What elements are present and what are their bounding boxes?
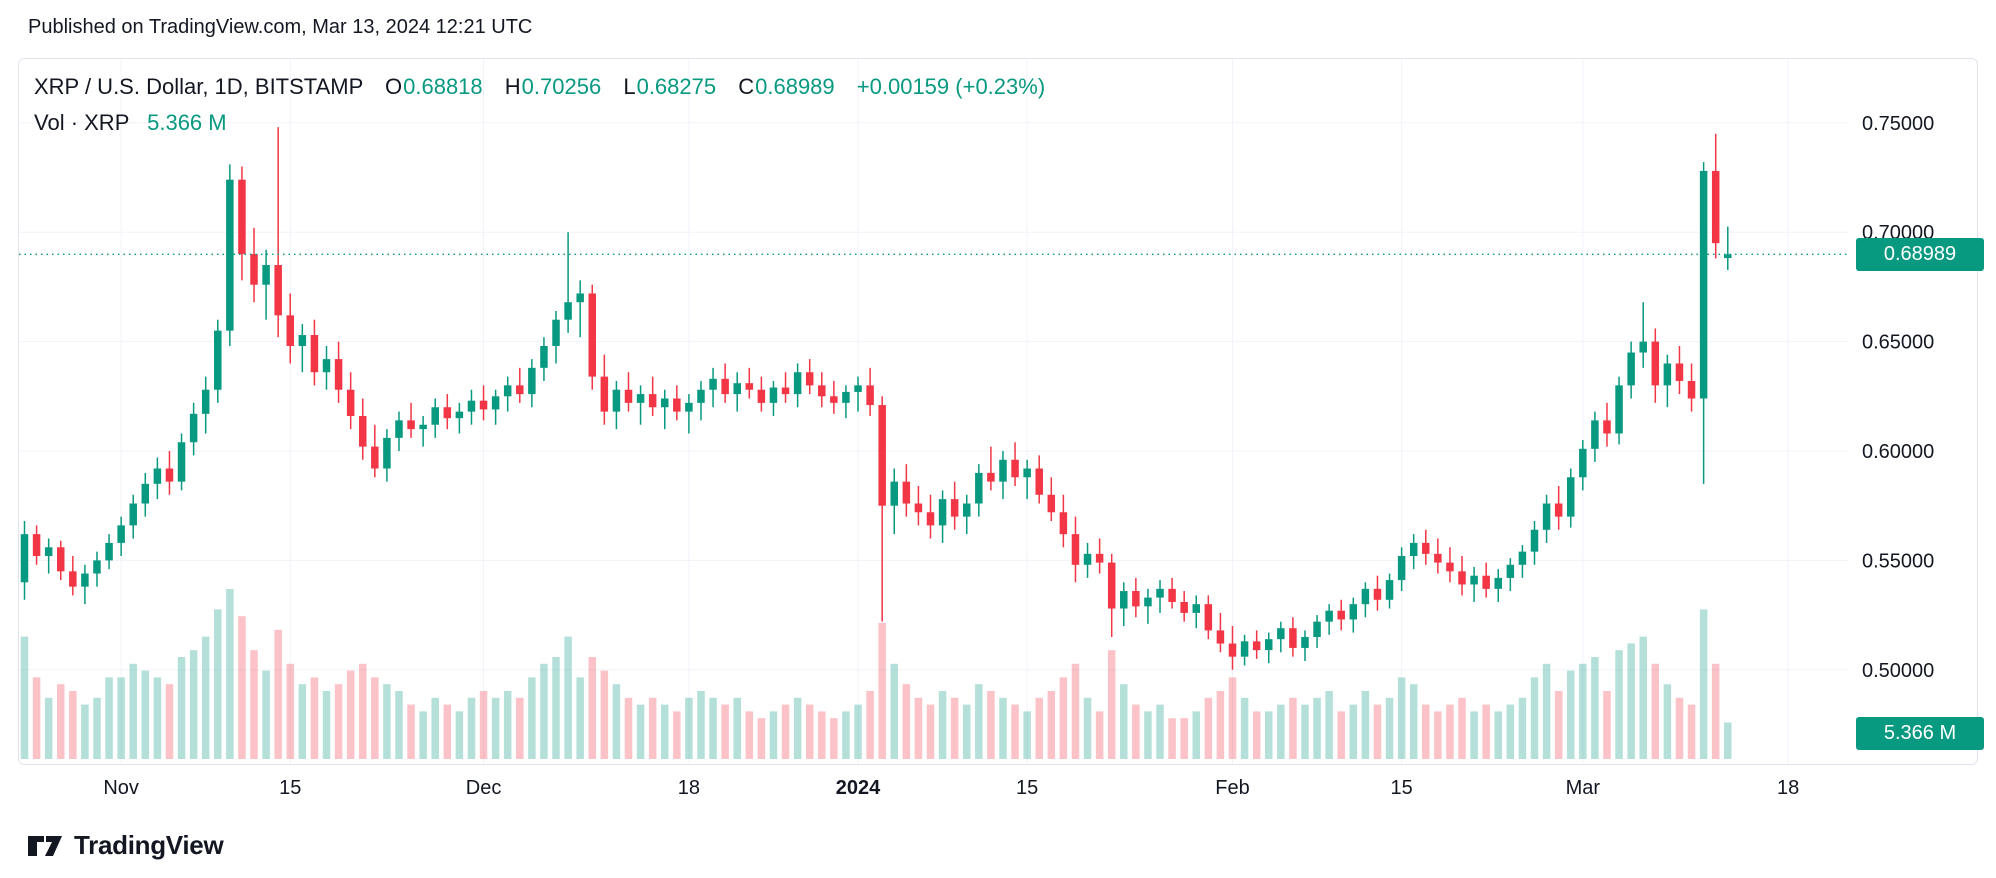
last-price-badge: 0.68989 [1856, 238, 1984, 271]
svg-text:Dec: Dec [466, 777, 502, 799]
svg-text:15: 15 [1390, 777, 1412, 799]
svg-text:18: 18 [678, 777, 700, 799]
volume-badge: 5.366 M [1856, 717, 1984, 750]
open-number: 0.68818 [403, 74, 483, 99]
svg-text:0.60000: 0.60000 [1862, 441, 1934, 463]
high-number: 0.70256 [521, 74, 602, 99]
symbol-title[interactable]: XRP / U.S. Dollar, 1D, BITSTAMP [34, 74, 363, 99]
chart-legend: XRP / U.S. Dollar, 1D, BITSTAMP O0.68818… [34, 74, 1045, 100]
volume-label: Vol · XRP [34, 110, 129, 135]
volume-legend: Vol · XRP 5.366 M [34, 110, 227, 136]
tradingview-attribution[interactable]: TradingView [26, 830, 224, 861]
open-label: O [385, 74, 403, 99]
close-number: 0.68989 [755, 74, 835, 99]
svg-text:0.50000: 0.50000 [1862, 660, 1934, 682]
close-value: C0.68989 [738, 74, 834, 99]
svg-text:15: 15 [1016, 777, 1038, 799]
tradingview-wordmark: TradingView [74, 830, 224, 860]
low-label: L [623, 74, 636, 99]
low-number: 0.68275 [636, 74, 717, 99]
svg-text:2024: 2024 [836, 777, 881, 799]
svg-text:15: 15 [279, 777, 301, 799]
change-value: +0.00159 (+0.23%) [856, 74, 1046, 99]
svg-text:18: 18 [1777, 777, 1799, 799]
published-bar: Published on TradingView.com, Mar 13, 20… [28, 16, 533, 38]
svg-text:0.65000: 0.65000 [1862, 332, 1934, 354]
open-value: O0.68818 [385, 74, 483, 99]
low-value: L0.68275 [623, 74, 716, 99]
svg-text:Mar: Mar [1566, 777, 1601, 799]
svg-text:0.75000: 0.75000 [1862, 113, 1934, 135]
tradingview-logo-icon [26, 831, 64, 861]
high-value: H0.70256 [505, 74, 601, 99]
close-label: C [738, 74, 755, 99]
volume-value: 5.366 M [147, 110, 227, 135]
high-label: H [504, 74, 521, 99]
svg-text:0.55000: 0.55000 [1862, 550, 1934, 572]
svg-text:Nov: Nov [103, 777, 139, 799]
svg-text:Feb: Feb [1215, 777, 1249, 799]
